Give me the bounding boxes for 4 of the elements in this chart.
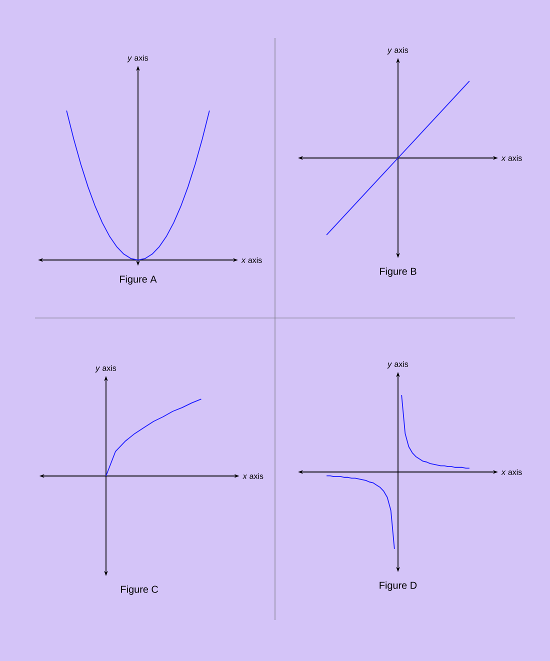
text: Figure B — [380, 268, 416, 277]
text: Figure D — [380, 582, 417, 591]
text: Figure A — [120, 275, 157, 285]
text: Figure C — [121, 586, 158, 595]
